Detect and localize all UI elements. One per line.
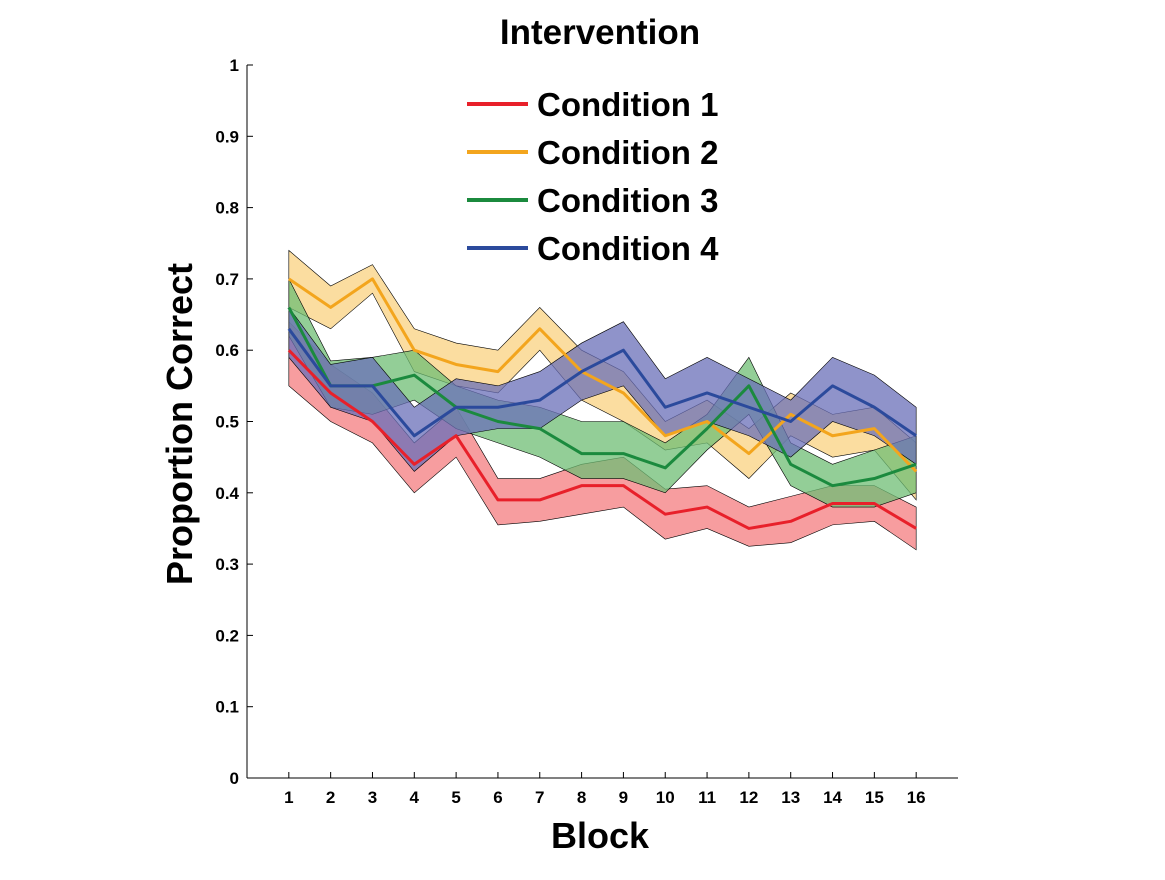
x-tick-label: 6 xyxy=(493,788,502,807)
y-tick-label: 0.3 xyxy=(215,555,239,574)
line-condition-1 xyxy=(287,349,917,530)
legend: Condition 1 Condition 2 Condition 3 Conditi… xyxy=(467,86,719,267)
x-tick-label: 5 xyxy=(451,788,460,807)
x-tick-label: 4 xyxy=(410,788,420,807)
legend-label-condition-3: Condition 3 xyxy=(537,182,718,219)
x-tick-label: 7 xyxy=(535,788,544,807)
y-tick-label: 0.8 xyxy=(215,199,239,218)
y-tick-label: 0.2 xyxy=(215,626,239,645)
x-tick-label: 10 xyxy=(656,788,675,807)
x-tick-label: 12 xyxy=(739,788,758,807)
legend-label-condition-4: Condition 4 xyxy=(537,230,719,267)
x-tick-label: 1 xyxy=(284,788,293,807)
series-lines xyxy=(287,277,918,530)
x-tick-label: 13 xyxy=(781,788,800,807)
line-condition-4 xyxy=(287,327,918,438)
x-tick-label: 8 xyxy=(577,788,586,807)
y-tick-label: 0.4 xyxy=(215,484,239,503)
x-ticks: 1 2 3 4 5 6 7 8 9 10 11 12 13 14 15 16 xyxy=(284,772,926,807)
confidence-bands xyxy=(288,249,917,551)
chart-title: Intervention xyxy=(500,13,700,52)
legend-label-condition-1: Condition 1 xyxy=(537,86,718,123)
y-tick-label: 0.7 xyxy=(215,270,239,289)
x-tick-label: 9 xyxy=(619,788,628,807)
line-condition-2 xyxy=(287,277,918,473)
y-tick-label: 1 xyxy=(230,56,239,75)
y-axis-label: Proportion Correct xyxy=(159,263,200,585)
x-axis-label: Block xyxy=(551,815,650,856)
x-tick-label: 2 xyxy=(326,788,335,807)
y-tick-label: 0.1 xyxy=(215,698,239,717)
band-condition-1 xyxy=(288,320,917,551)
x-tick-label: 14 xyxy=(823,788,842,807)
x-tick-label: 11 xyxy=(698,788,716,807)
x-tick-label: 16 xyxy=(907,788,926,807)
x-tick-label: 3 xyxy=(368,788,377,807)
legend-label-condition-2: Condition 2 xyxy=(537,134,718,171)
y-tick-label: 0.5 xyxy=(215,413,239,432)
y-tick-label: 0 xyxy=(230,769,239,788)
y-ticks: 0 0.1 0.2 0.3 0.4 0.5 0.6 0.7 0.8 0.9 1 xyxy=(215,56,253,788)
x-tick-label: 15 xyxy=(865,788,884,807)
y-tick-label: 0.9 xyxy=(215,127,239,146)
y-tick-label: 0.6 xyxy=(215,341,239,360)
line-condition-3 xyxy=(287,306,917,488)
